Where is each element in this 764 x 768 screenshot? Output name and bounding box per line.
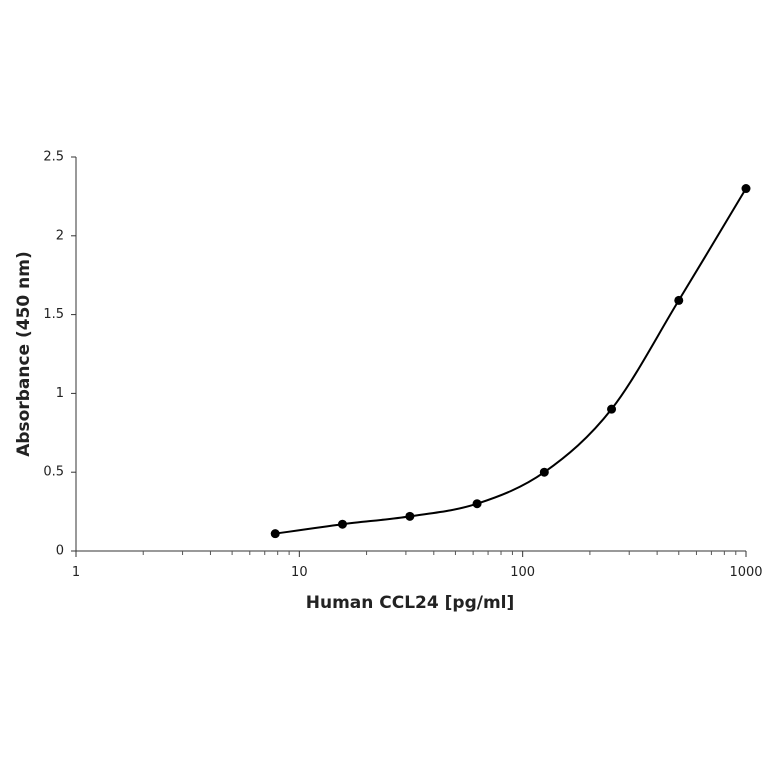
data-point [472, 499, 482, 509]
y-tick-label: 2.5 [43, 150, 64, 165]
y-tick-label: 0.5 [43, 465, 64, 480]
x-axis-label: Human CCL24 [pg/ml] [306, 593, 515, 613]
x-tick-label: 10 [291, 565, 308, 580]
x-tick-label: 1 [72, 565, 80, 580]
data-point [270, 529, 280, 539]
y-axis-label: Absorbance (450 nm) [14, 251, 34, 457]
y-tick-label: 1 [56, 386, 64, 401]
x-tick-label: 1000 [729, 565, 762, 580]
data-point [337, 519, 347, 529]
data-point [539, 467, 549, 477]
y-tick-label: 2 [56, 228, 64, 243]
data-point [405, 511, 415, 521]
data-point [607, 404, 617, 414]
data-point [674, 295, 684, 305]
x-tick-label: 100 [510, 565, 535, 580]
series-line [275, 188, 747, 535]
data-point [741, 184, 751, 194]
y-tick-label: 0 [56, 544, 64, 559]
y-tick-label: 1.5 [43, 307, 64, 322]
